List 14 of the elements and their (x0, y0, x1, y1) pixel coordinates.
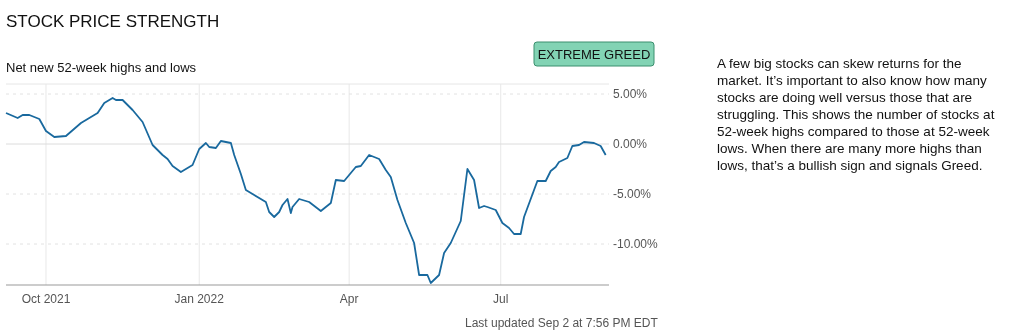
chart-title: STOCK PRICE STRENGTH (6, 12, 220, 31)
y-tick-label: -10.00% (613, 237, 659, 251)
x-tick-label: Apr (339, 292, 359, 306)
x-tick-label: Jul (493, 292, 509, 306)
y-tick-label: 5.00% (613, 87, 648, 101)
text: Last updated Sep 2 at 7:56 PM EDT (465, 316, 659, 330)
x-tick-label: Jan 2022 (174, 292, 225, 306)
y-tick-label: 0.00% (613, 137, 648, 151)
x-tick-label: Oct 2021 (21, 292, 71, 306)
line-series (5, 97, 607, 284)
chart-subtitle: Net new 52-week highs and lows (6, 60, 197, 75)
text: A few big stocks can skew returns for the market. It’s important to also know how many stocks are doing well versus those that are struggling. This shows the number of stocks at 52-week highs compared to those at 52-week lows. When there are many more highs than lows, that’s a bullish sign and signals Greed. (717, 55, 996, 174)
y-tick-label: -5.00% (613, 187, 652, 201)
text: EXTREME GREED (537, 47, 651, 62)
